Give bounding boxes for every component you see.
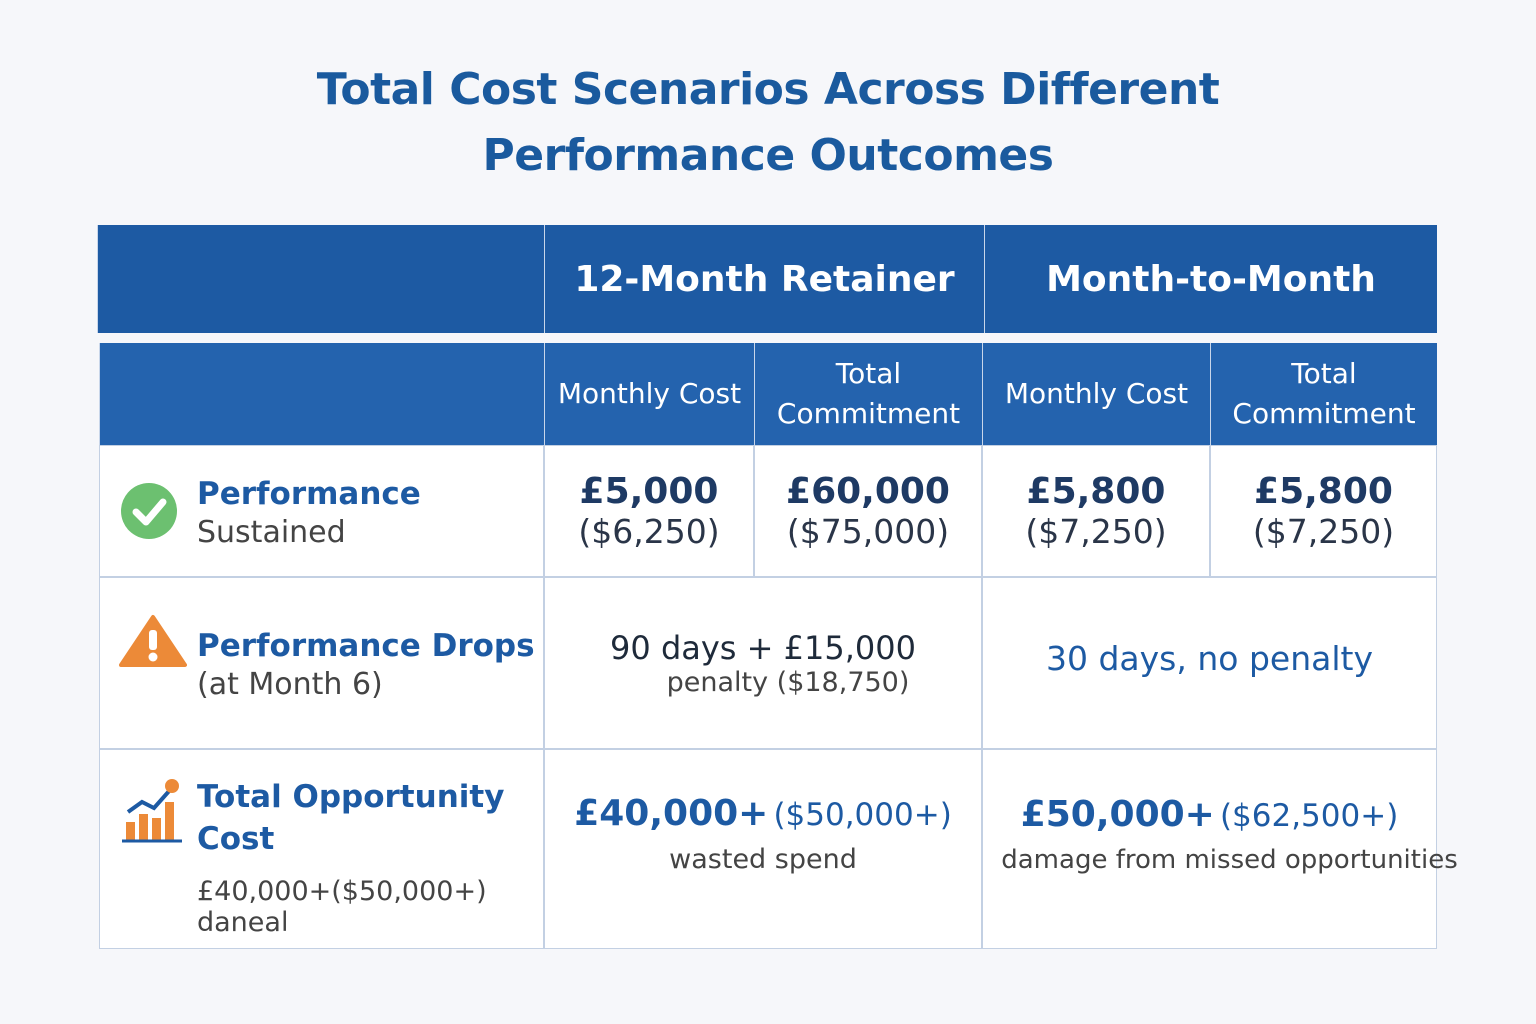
cell: 90 days + £15,000 penalty ($18,750) xyxy=(544,577,982,749)
cell: £5,000 ($6,250) xyxy=(544,445,754,577)
value: £5,800 xyxy=(1254,471,1393,512)
label: Performance xyxy=(197,475,421,512)
chart-icon xyxy=(122,779,182,843)
note: damage from missed opportunities xyxy=(1001,844,1458,875)
cell: £40,000+ ($50,000+) wasted spend xyxy=(544,749,982,949)
sublabel: Sustained xyxy=(197,514,346,550)
value: £50,000+ xyxy=(1020,793,1215,835)
sub-header: Total Commitment xyxy=(1210,343,1437,445)
value: £5,800 xyxy=(1026,471,1166,512)
group-header: 12-Month Retainer xyxy=(544,225,984,333)
title: Performance Outcomes xyxy=(482,130,1054,181)
cell: £5,800 ($7,250) xyxy=(982,445,1210,577)
sub-header: Monthly Cost xyxy=(544,343,754,445)
value: £40,000+ xyxy=(574,793,769,834)
check-icon xyxy=(121,483,177,539)
value: £60,000 xyxy=(786,471,950,512)
value-usd: ($6,250) xyxy=(578,512,720,551)
note: daneal xyxy=(197,907,289,938)
value-usd: ($50,000+) xyxy=(773,797,952,833)
warning-icon xyxy=(119,615,187,667)
label: Total Opportunity Cost xyxy=(197,779,505,857)
value: £5,000 xyxy=(579,471,719,512)
sub-header: Monthly Cost xyxy=(982,343,1210,445)
cell: £50,000+ ($62,500+) damage from missed o… xyxy=(982,749,1458,949)
row-label: Performance Drops (at Month 6) xyxy=(99,577,544,749)
note: £40,000+($50,000+) xyxy=(197,876,487,907)
sublabel: (at Month 6) xyxy=(197,666,383,702)
note: penalty ($18,750) xyxy=(666,666,910,698)
value-usd: ($7,250) xyxy=(1252,512,1395,551)
header-blank xyxy=(97,225,544,333)
value: 90 days + £15,000 xyxy=(610,628,916,667)
header-blank xyxy=(99,343,544,445)
value: 30 days, no penalty xyxy=(1046,638,1373,678)
cell: 30 days, no penalty xyxy=(982,577,1437,749)
note: wasted spend xyxy=(669,844,857,875)
cell: £5,800 ($7,250) xyxy=(1210,445,1437,577)
sub-header: Total Commitment xyxy=(754,343,982,445)
value-usd: ($7,250) xyxy=(1025,512,1167,551)
group-header: Month-to-Month xyxy=(984,225,1437,333)
title: Total Cost Scenarios Across Different xyxy=(316,64,1220,115)
cell: £60,000 ($75,000) xyxy=(754,445,982,577)
label: Performance Drops xyxy=(197,627,535,664)
row-label: Total Opportunity Cost £40,000+($50,000+… xyxy=(99,749,544,949)
value-usd: ($75,000) xyxy=(786,512,950,551)
value-usd: ($62,500+) xyxy=(1219,797,1399,834)
